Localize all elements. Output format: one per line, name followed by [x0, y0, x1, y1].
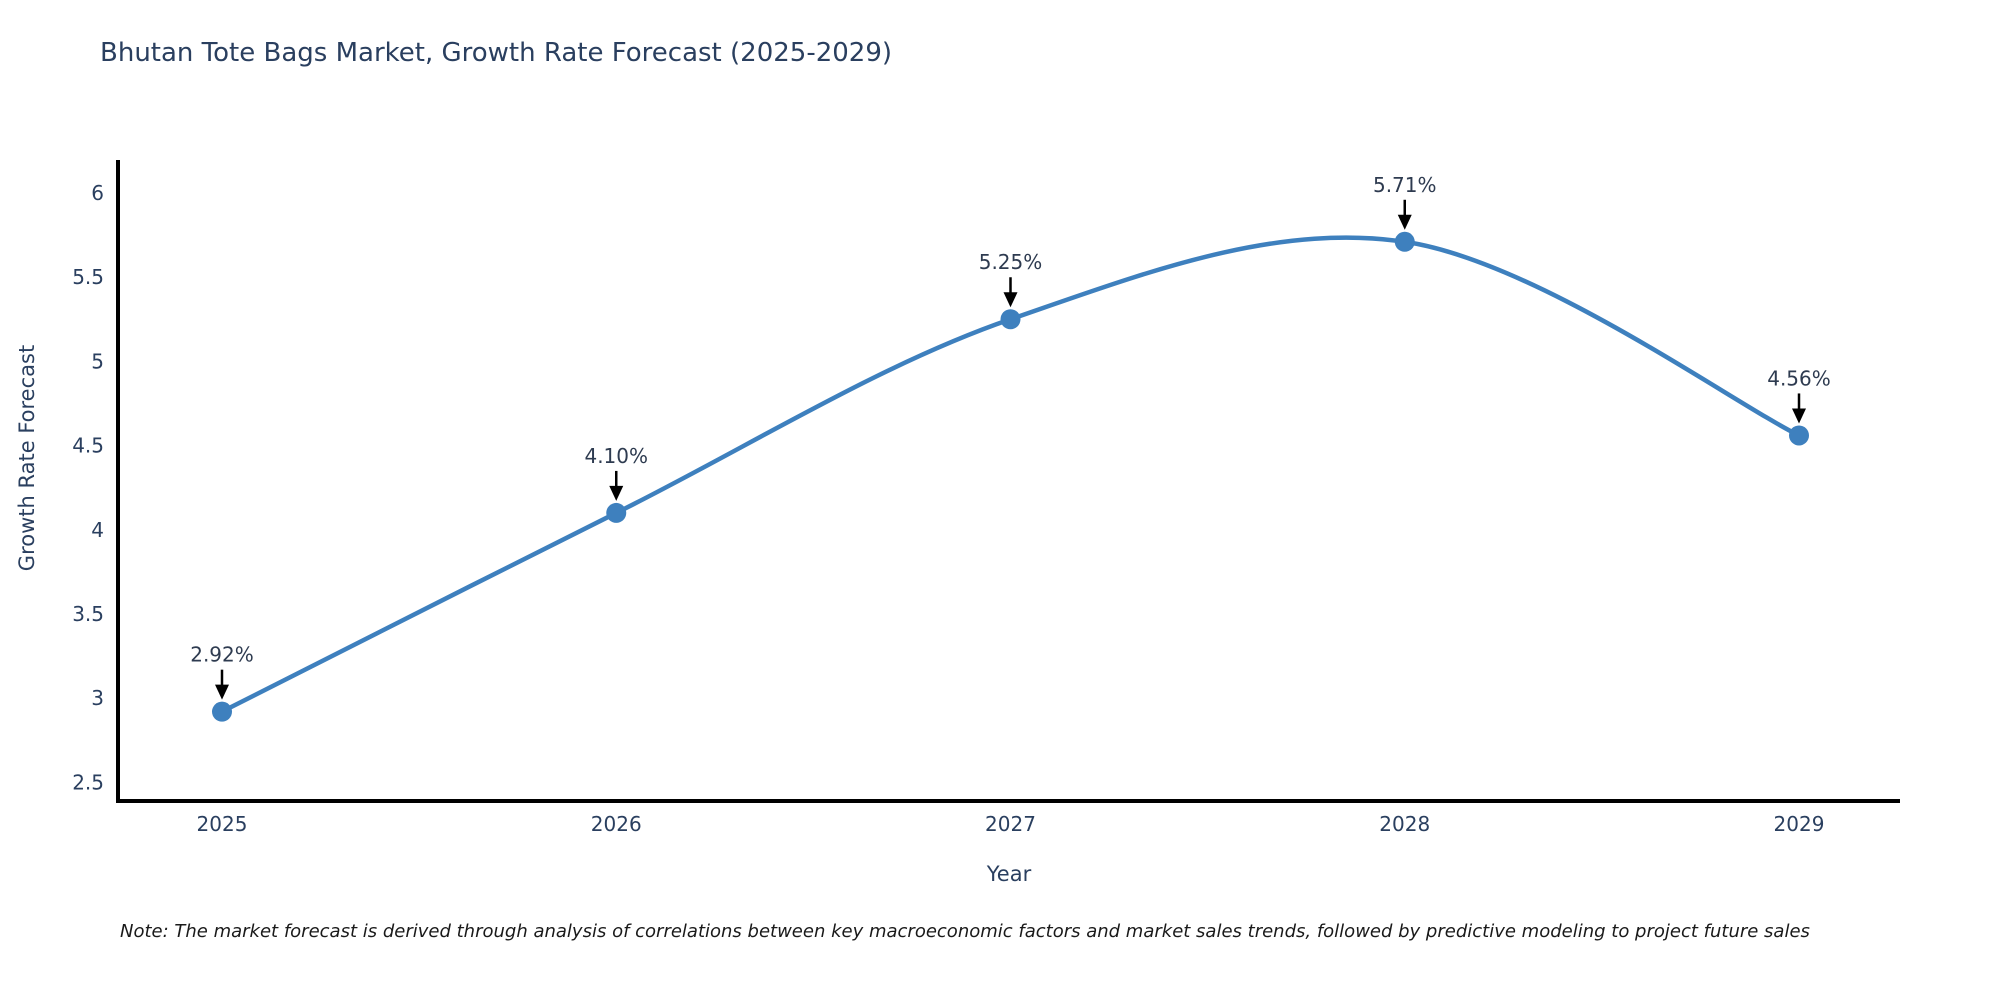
chart-title: Bhutan Tote Bags Market, Growth Rate For…: [100, 38, 893, 68]
data-point-marker: [1394, 231, 1415, 252]
y-tick-label: 2.5: [72, 770, 104, 794]
forecast-line: [219, 235, 1802, 714]
y-tick-label: 5.5: [72, 265, 104, 289]
data-point-marker: [212, 701, 232, 722]
y-axis-line: [116, 160, 120, 803]
data-point-label: 4.56%: [1767, 366, 1831, 390]
x-tick-label: 2027: [985, 812, 1036, 836]
data-point-label: 5.25%: [979, 250, 1043, 274]
x-tick-label: 2026: [591, 812, 642, 836]
annotation-arrowhead: [215, 684, 229, 700]
data-point-label: 4.10%: [584, 444, 648, 468]
data-point-label: 2.92%: [190, 643, 254, 667]
data-point-marker: [606, 502, 627, 523]
y-tick-label: 3: [91, 686, 104, 710]
x-axis-title: Year: [986, 862, 1032, 886]
annotation-arrowhead: [1003, 292, 1018, 308]
data-point-label: 5.71%: [1373, 173, 1437, 197]
y-tick-label: 6: [91, 181, 104, 205]
annotation-arrowhead: [1397, 214, 1412, 230]
x-tick-label: 2029: [1774, 812, 1825, 836]
x-tick-label: 2025: [197, 812, 248, 836]
y-axis-title: Growth Rate Forecast: [15, 344, 39, 572]
y-tick-label: 5: [91, 349, 104, 373]
annotation-arrowhead: [1792, 408, 1806, 424]
data-point-marker: [1000, 309, 1021, 330]
x-tick-label: 2028: [1379, 812, 1430, 836]
y-tick-label: 4: [91, 518, 104, 542]
data-point-marker: [1789, 425, 1809, 446]
y-tick-label: 3.5: [72, 602, 104, 626]
footnote: Note: The market forecast is derived thr…: [120, 921, 1810, 942]
annotation-arrowhead: [609, 485, 624, 501]
y-tick-label: 4.5: [72, 434, 104, 458]
x-axis-line: [116, 799, 1900, 803]
